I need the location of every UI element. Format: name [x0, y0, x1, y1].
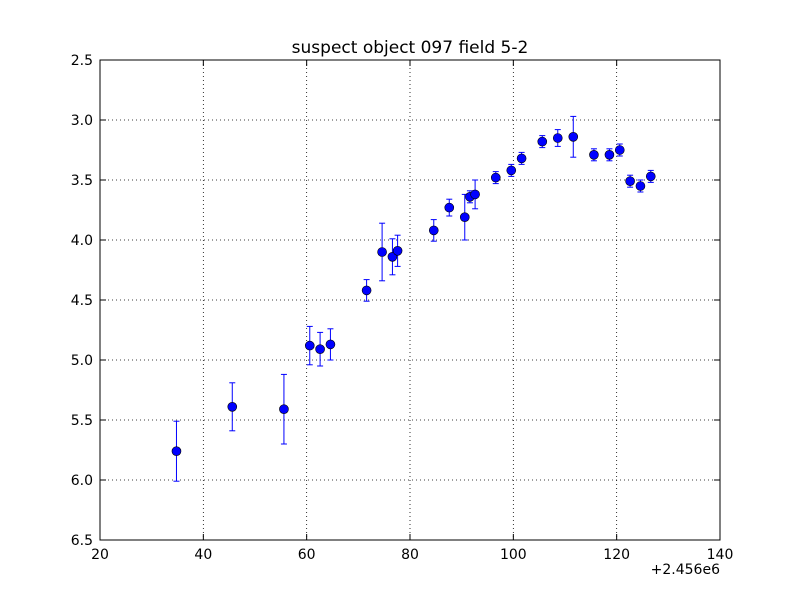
x-tick-label: 60: [298, 547, 316, 563]
chart-title: suspect object 097 field 5-2: [292, 38, 529, 58]
data-point: [645, 171, 656, 182]
data-point: [171, 446, 182, 457]
data-point: [227, 401, 238, 412]
x-tick-label: 80: [401, 547, 419, 563]
data-point: [537, 136, 548, 147]
data-point: [589, 150, 599, 160]
y-tick-label: 4.5: [71, 293, 93, 309]
data-point: [614, 145, 625, 155]
data-point: [552, 133, 563, 143]
x-tick-label: 140: [707, 547, 734, 563]
data-point: [279, 404, 289, 415]
axis-ticks: [99, 59, 721, 541]
y-tick-label: 5.0: [71, 353, 93, 369]
data-point: [444, 202, 455, 213]
y-tick-label: 3.5: [71, 173, 93, 189]
data-point: [392, 246, 403, 256]
y-tick-label: 2.5: [71, 53, 93, 69]
y-tick-label: 5.5: [71, 413, 93, 429]
data-point: [625, 176, 635, 186]
data-point: [506, 165, 517, 176]
data-point: [635, 181, 646, 191]
x-tick-label: 100: [500, 547, 527, 563]
data-point: [516, 153, 527, 164]
data-point: [428, 225, 439, 236]
data-point: [459, 212, 470, 222]
y-tick-labels: 2.5 3.0 3.5 4.0 4.5 5.0 5.5 6.0 6.5: [71, 53, 93, 549]
x-tick-label: 20: [91, 547, 109, 563]
x-tick-label: 40: [194, 547, 212, 563]
data-point: [315, 344, 325, 355]
data-point: [490, 172, 501, 183]
y-tick-label: 4.0: [71, 233, 93, 249]
data-points: [171, 132, 656, 457]
y-tick-label: 6.5: [71, 533, 93, 549]
data-point: [568, 132, 579, 142]
data-point: [470, 189, 480, 200]
x-tick-labels: 20 40 60 80 100 120 140: [91, 547, 733, 563]
x-tick-label: 120: [603, 547, 630, 563]
data-point: [377, 247, 387, 257]
data-point: [304, 340, 315, 351]
data-point: [361, 285, 372, 296]
data-point: [325, 339, 336, 350]
data-point: [604, 150, 615, 160]
y-tick-label: 6.0: [71, 473, 93, 489]
x-offset-label: +2.456e6: [651, 562, 720, 578]
y-tick-label: 3.0: [71, 113, 93, 129]
